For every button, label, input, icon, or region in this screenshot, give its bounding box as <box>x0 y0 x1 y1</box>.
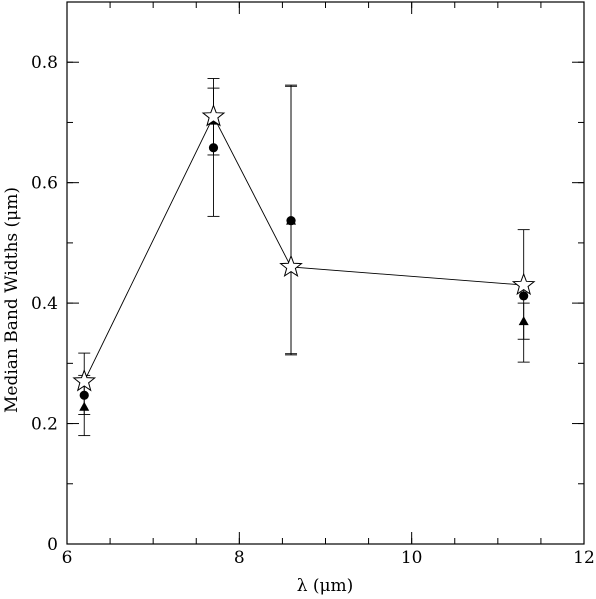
data-point-star <box>201 103 226 127</box>
y-tick-label: 0.2 <box>31 415 58 435</box>
y-tick-label: 0.6 <box>31 174 58 194</box>
x-axis-label: λ (μm) <box>297 576 354 596</box>
data-point-triangle <box>79 401 90 411</box>
data-point-circle <box>519 291 529 301</box>
minor-ticks <box>66 1 585 545</box>
data-point-triangle <box>518 316 529 326</box>
data-point-star <box>72 368 97 392</box>
data-point-star <box>511 272 536 296</box>
data-point-circle <box>208 143 219 153</box>
series-line <box>83 115 524 382</box>
markers <box>72 103 536 411</box>
x-tick-label: 6 <box>62 548 73 568</box>
data-point-circle <box>79 390 89 400</box>
y-tick-label: 0.8 <box>31 53 58 73</box>
y-tick-label: 0 <box>47 535 58 555</box>
x-tick-label: 8 <box>234 548 245 568</box>
major-ticks <box>66 2 585 545</box>
y-axis-label: Median Band Widths (μm) <box>2 187 22 413</box>
plot-frame <box>66 1 585 545</box>
data-point-triangle <box>286 215 297 225</box>
x-tick-label: 10 <box>401 548 423 568</box>
error-bars <box>78 78 530 437</box>
series-line <box>83 115 524 382</box>
x-tick-label: 12 <box>573 548 595 568</box>
data-point-star <box>279 254 303 278</box>
y-tick-label: 0.4 <box>31 294 58 314</box>
tick-labels: 6 8 10 12 0 0.2 0.4 0.6 0.8 <box>31 53 595 568</box>
